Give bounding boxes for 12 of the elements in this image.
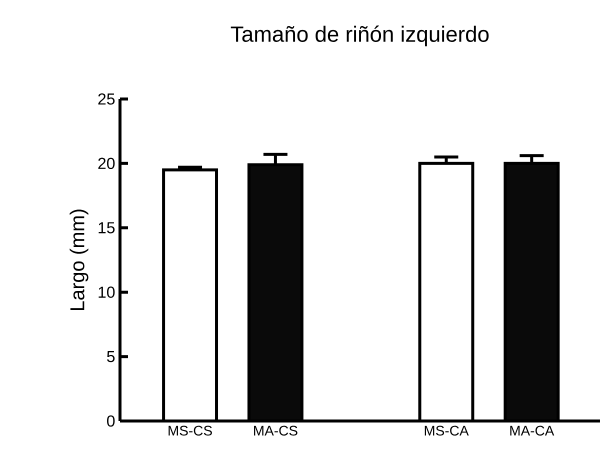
- x-tick-label: MA-CS: [254, 426, 298, 436]
- y-tick-label: 25: [98, 93, 115, 105]
- x-tick-label: MS-CS: [168, 426, 212, 436]
- y-axis-title: Largo (mm): [70, 210, 88, 310]
- x-tick-label: MA-CA: [510, 426, 554, 436]
- y-tick-label: 10: [98, 286, 115, 298]
- y-tick-label: 20: [98, 158, 115, 170]
- x-tick-label: MS-CA: [424, 426, 469, 436]
- chart-title: Tamaño de riñón izquierdo: [230, 26, 489, 46]
- y-tick-label: 0: [107, 415, 115, 427]
- y-tick-label: 15: [98, 222, 115, 234]
- y-tick-label: 5: [107, 351, 115, 362]
